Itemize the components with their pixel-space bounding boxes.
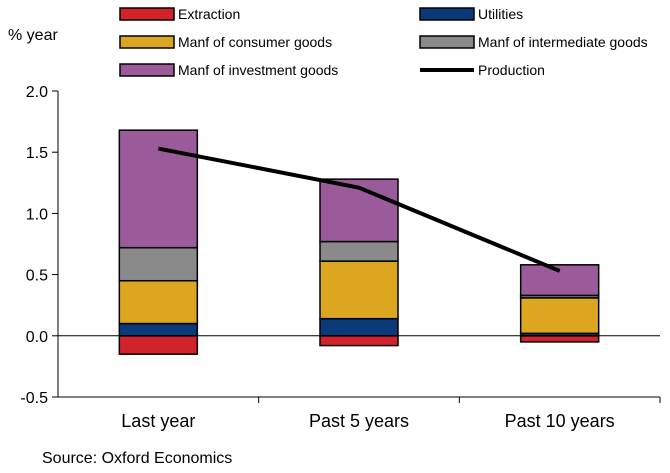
bar-segment-utilities bbox=[319, 317, 399, 337]
legend-label-manf-of-investment-goods: Manf of investment goods bbox=[178, 62, 338, 78]
y-tick-label: 2.0 bbox=[26, 84, 48, 101]
legend-label-manf-of-intermediate-goods: Manf of intermediate goods bbox=[478, 34, 648, 50]
production-line bbox=[157, 146, 561, 273]
legend-swatch-utilities bbox=[419, 7, 475, 21]
production-line-group bbox=[157, 146, 561, 273]
bar-segment-manf-of-investment-goods bbox=[118, 129, 199, 249]
legend-label-utilities: Utilities bbox=[478, 6, 523, 22]
bar-segment-extraction bbox=[118, 335, 199, 355]
y-tick-label: 1.5 bbox=[26, 145, 48, 162]
bar-segment-manf-of-consumer-goods bbox=[319, 260, 399, 320]
y-tick-label: -0.5 bbox=[20, 390, 48, 407]
bar-segment-extraction bbox=[319, 335, 399, 347]
y-tick-label: 0.0 bbox=[26, 329, 48, 346]
bar-segment-manf-of-intermediate-goods bbox=[118, 246, 199, 282]
bar-segment-utilities bbox=[118, 322, 199, 337]
legend-label-manf-of-consumer-goods: Manf of consumer goods bbox=[178, 34, 332, 50]
x-tick-label: Past 5 years bbox=[309, 411, 409, 431]
bar-segment-manf-of-consumer-goods bbox=[118, 279, 199, 325]
x-tick-label: Last year bbox=[121, 411, 195, 431]
y-tick-label: 0.5 bbox=[26, 268, 48, 285]
legend-swatch-manf-of-intermediate-goods bbox=[419, 35, 475, 49]
legend-swatch-extraction bbox=[119, 7, 175, 21]
bar-segment-extraction bbox=[519, 335, 600, 343]
bars bbox=[118, 129, 600, 355]
y-axis-label: % year bbox=[8, 27, 58, 44]
legend: Extraction Utilities Manf of consumer good… bbox=[119, 6, 648, 78]
bar-segment-manf-of-consumer-goods bbox=[519, 297, 600, 335]
legend-swatch-manf-of-consumer-goods bbox=[119, 35, 175, 49]
y-axis-ticks: -0.5 0.0 0.5 1.0 1.5 2.0 bbox=[20, 84, 58, 407]
x-tick-label: Past 10 years bbox=[505, 411, 615, 431]
legend-label-extraction: Extraction bbox=[178, 6, 240, 22]
axes bbox=[57, 91, 661, 403]
x-axis-labels: Last year Past 5 years Past 10 years bbox=[121, 411, 614, 431]
source-note: Source: Oxford Economics bbox=[42, 450, 232, 467]
y-tick-label: 1.0 bbox=[26, 206, 48, 223]
legend-swatch-manf-of-investment-goods bbox=[119, 63, 175, 77]
legend-label-production: Production bbox=[478, 62, 545, 78]
bar-segment-manf-of-intermediate-goods bbox=[319, 240, 399, 262]
